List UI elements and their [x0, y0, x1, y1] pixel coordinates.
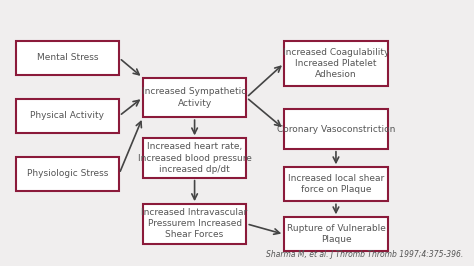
FancyBboxPatch shape	[284, 109, 388, 149]
FancyBboxPatch shape	[143, 138, 246, 178]
FancyBboxPatch shape	[143, 78, 246, 117]
Text: Mental Stress: Mental Stress	[36, 53, 98, 63]
Text: Increased Intravascular
Pressurem Increased
Shear Forces: Increased Intravascular Pressurem Increa…	[141, 208, 248, 239]
Text: Rupture of Vulnerable
Plaque: Rupture of Vulnerable Plaque	[286, 224, 385, 244]
Text: Physiologic Stress: Physiologic Stress	[27, 169, 108, 178]
FancyBboxPatch shape	[284, 167, 388, 201]
FancyBboxPatch shape	[16, 157, 119, 191]
Text: Sharma M, et al. J Thromb Thromb 1997;4:375-396.: Sharma M, et al. J Thromb Thromb 1997;4:…	[266, 250, 463, 259]
Text: Increased Sympathetic
Activity: Increased Sympathetic Activity	[143, 88, 246, 107]
Text: Increased local shear
force on Plaque: Increased local shear force on Plaque	[288, 174, 384, 194]
Text: Coronary Vasoconstriction: Coronary Vasoconstriction	[277, 124, 395, 134]
FancyBboxPatch shape	[284, 217, 388, 251]
FancyBboxPatch shape	[16, 41, 119, 75]
Text: Increased Coagulability
Increased Platelet
Adhesion: Increased Coagulability Increased Platel…	[283, 48, 389, 79]
FancyBboxPatch shape	[16, 99, 119, 133]
Text: Increased heart rate,
Increased blood pressure
increased dp/dt: Increased heart rate, Increased blood pr…	[137, 142, 252, 174]
FancyBboxPatch shape	[143, 204, 246, 244]
Text: Physical Activity: Physical Activity	[30, 111, 104, 120]
FancyBboxPatch shape	[284, 41, 388, 86]
